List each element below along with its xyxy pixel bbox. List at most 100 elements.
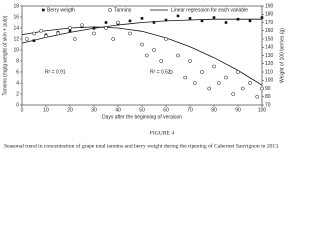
tannin-point: [68, 26, 72, 30]
x-tick-label: 90: [235, 107, 241, 113]
tannin-point: [188, 59, 192, 63]
y2-tick-label: 140: [265, 45, 274, 51]
berry-point: [92, 26, 96, 30]
tannin-point: [56, 31, 60, 36]
tannin-point: [144, 53, 149, 58]
tannin-point: [200, 70, 204, 74]
tannin-point: [216, 81, 221, 85]
tannin-point: [128, 31, 132, 36]
y-tick-label: 14: [13, 25, 19, 31]
tannin-point: [32, 31, 36, 36]
berry-point: [236, 17, 240, 21]
y-tick-label: 2: [16, 91, 19, 97]
legend-label: Tannins: [114, 7, 132, 13]
legend-label: Berry weigth: [47, 7, 75, 13]
y2-tick-label: 90: [265, 86, 271, 92]
tannin-point: [39, 28, 44, 33]
tannin-point: [207, 86, 212, 91]
x-tick-label: 50: [139, 107, 145, 113]
tannin-point: [260, 86, 264, 91]
x-tick-label: 100: [258, 107, 267, 113]
tannin-point: [116, 20, 120, 25]
tannin-point: [168, 70, 173, 74]
y-tick-label: 6: [16, 69, 19, 75]
y2-tick-label: 70: [265, 102, 271, 108]
tannin-point: [231, 92, 236, 96]
berry-point: [260, 16, 264, 19]
y-tick-label: 8: [16, 58, 19, 64]
y-tick-label: 16: [13, 14, 19, 20]
y-tick-label: 0: [16, 102, 19, 108]
berry-point: [140, 17, 144, 20]
y-tick-label: 12: [13, 36, 19, 42]
berry-point: [128, 19, 132, 23]
tannin-point: [159, 59, 164, 63]
berry-point: [248, 19, 252, 23]
y2-tick-label: 190: [265, 3, 274, 9]
tannin-point: [212, 64, 216, 69]
berry-point: [176, 14, 180, 18]
tannin-point: [72, 37, 77, 41]
berry-point: [164, 18, 168, 22]
legend-swatch: [108, 8, 112, 12]
page: {"chart_data":{"type":"scatter", "xlabel…: [2, 3, 286, 150]
berry-point: [188, 17, 192, 20]
regression-line: [21, 18, 262, 44]
berry-point: [152, 21, 156, 24]
plot-frame: [21, 5, 263, 106]
r2-annotation: R² = 0.91: [45, 69, 66, 75]
x-axis-title: Days after the beginning of veraison: [102, 114, 182, 120]
x-tick-label: 80: [211, 107, 217, 113]
y2-tick-label: 120: [265, 61, 274, 67]
berry-point: [224, 21, 228, 24]
y2-tick-label: 160: [265, 28, 274, 34]
tannin-point: [80, 23, 84, 28]
y-tick-label: 18: [13, 3, 19, 9]
x-tick-label: 60: [163, 107, 169, 113]
y2-tick-label: 180: [265, 12, 274, 18]
x-tick-label: 30: [91, 107, 97, 113]
tannin-point: [24, 37, 29, 41]
berry-point: [68, 29, 72, 33]
tannin-point: [44, 34, 48, 39]
r2-annotation: R² = 0.52: [150, 69, 171, 75]
y2-tick-label: 100: [265, 78, 274, 84]
y2-tick-label: 80: [265, 94, 271, 100]
tannin-point: [104, 26, 108, 30]
y2-tick-label: 110: [265, 69, 273, 75]
tannin-point: [152, 48, 156, 52]
figure-label: FIGURE 4: [150, 130, 175, 136]
tannin-point: [248, 81, 252, 85]
tannin-point: [240, 86, 245, 91]
legend-label: Linear regression for each variable: [171, 7, 248, 13]
tannin-point: [183, 75, 188, 80]
y-tick-label: 4: [16, 80, 19, 86]
y-tick-label: 10: [13, 47, 19, 53]
y2-axis-title: Weight of 100 berries (g): [279, 28, 285, 83]
x-tick-label: 20: [67, 107, 73, 113]
x-tick-label: 70: [187, 107, 193, 113]
tannin-point: [164, 37, 168, 41]
y2-tick-label: 130: [265, 53, 274, 59]
tannin-point: [192, 81, 197, 85]
berry-point: [212, 16, 216, 19]
tannin-point: [176, 53, 180, 58]
tannin-point: [92, 31, 96, 36]
tannin-point: [111, 37, 116, 41]
berry-point: [104, 21, 108, 24]
legend-swatch: [42, 8, 45, 12]
x-tick-label: 40: [115, 107, 121, 113]
regression-line: [21, 26, 263, 86]
y2-tick-label: 150: [265, 36, 274, 42]
caption: Seasonal trend in concentration of grape…: [4, 142, 280, 149]
berry-point: [200, 19, 204, 23]
x-tick-label: 0: [21, 107, 24, 113]
x-tick-label: 10: [43, 107, 49, 113]
y2-tick-label: 170: [265, 20, 274, 26]
y-axis-title: Tannins (mg/g weight of skin + pulp): [2, 15, 8, 95]
tannin-point: [236, 70, 240, 74]
tannin-point: [255, 94, 260, 99]
tannin-point: [140, 42, 144, 47]
chart: FIGURE 4 Seasonal trend in concentration…: [2, 3, 285, 149]
tannin-point: [224, 75, 228, 80]
